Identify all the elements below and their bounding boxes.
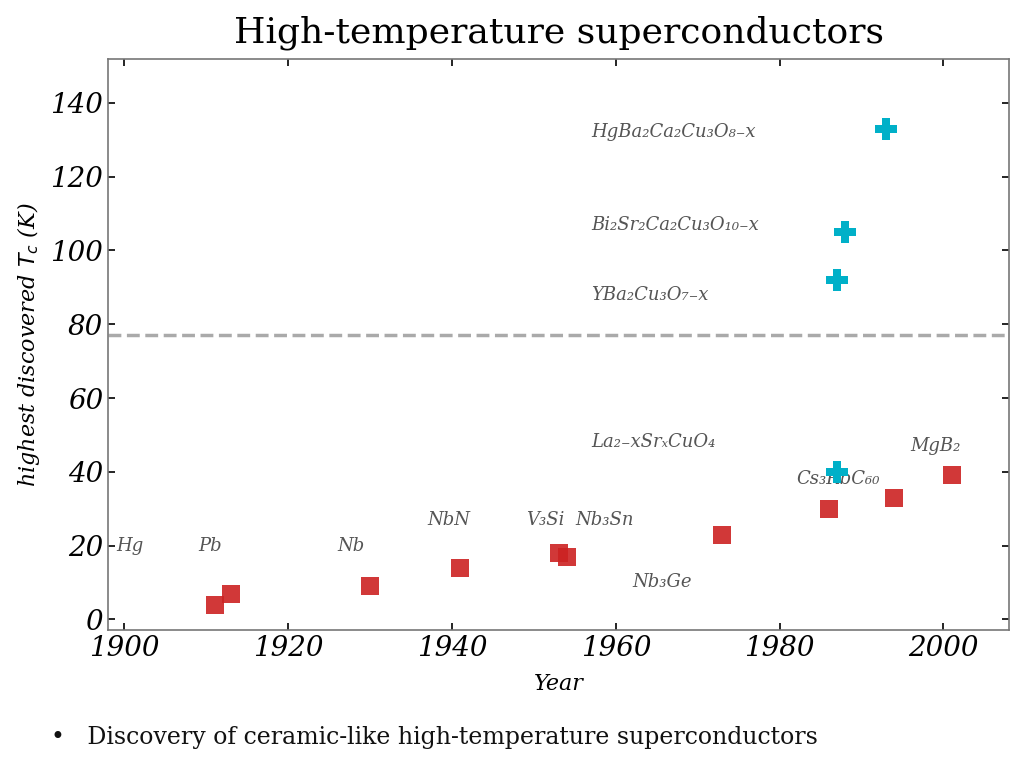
Text: MgB₂: MgB₂ bbox=[910, 437, 962, 455]
Y-axis label: highest discovered $T_c$ (K): highest discovered $T_c$ (K) bbox=[15, 202, 42, 487]
Text: NbN: NbN bbox=[427, 511, 470, 528]
Text: Nb₃Ge: Nb₃Ge bbox=[632, 574, 692, 591]
Text: Hg: Hg bbox=[117, 537, 143, 554]
Text: Nb: Nb bbox=[337, 537, 365, 554]
Text: Cs₃RbC₆₀: Cs₃RbC₆₀ bbox=[796, 470, 880, 488]
Text: HgBa₂Ca₂Cu₃O₈₋x: HgBa₂Ca₂Cu₃O₈₋x bbox=[591, 124, 756, 141]
Text: Nb₃Sn: Nb₃Sn bbox=[574, 511, 634, 528]
Text: V₃Si: V₃Si bbox=[525, 511, 564, 528]
Title: High-temperature superconductors: High-temperature superconductors bbox=[233, 15, 884, 49]
Text: YBa₂Cu₃O₇₋x: YBa₂Cu₃O₇₋x bbox=[591, 286, 709, 304]
Text: •   Discovery of ceramic-like high-temperature superconductors: • Discovery of ceramic-like high-tempera… bbox=[51, 726, 818, 749]
X-axis label: Year: Year bbox=[534, 674, 584, 695]
Text: La₂₋xSrₓCuO₄: La₂₋xSrₓCuO₄ bbox=[591, 433, 716, 452]
Text: Pb: Pb bbox=[199, 537, 222, 554]
Text: Bi₂Sr₂Ca₂Cu₃O₁₀₋x: Bi₂Sr₂Ca₂Cu₃O₁₀₋x bbox=[591, 216, 759, 233]
